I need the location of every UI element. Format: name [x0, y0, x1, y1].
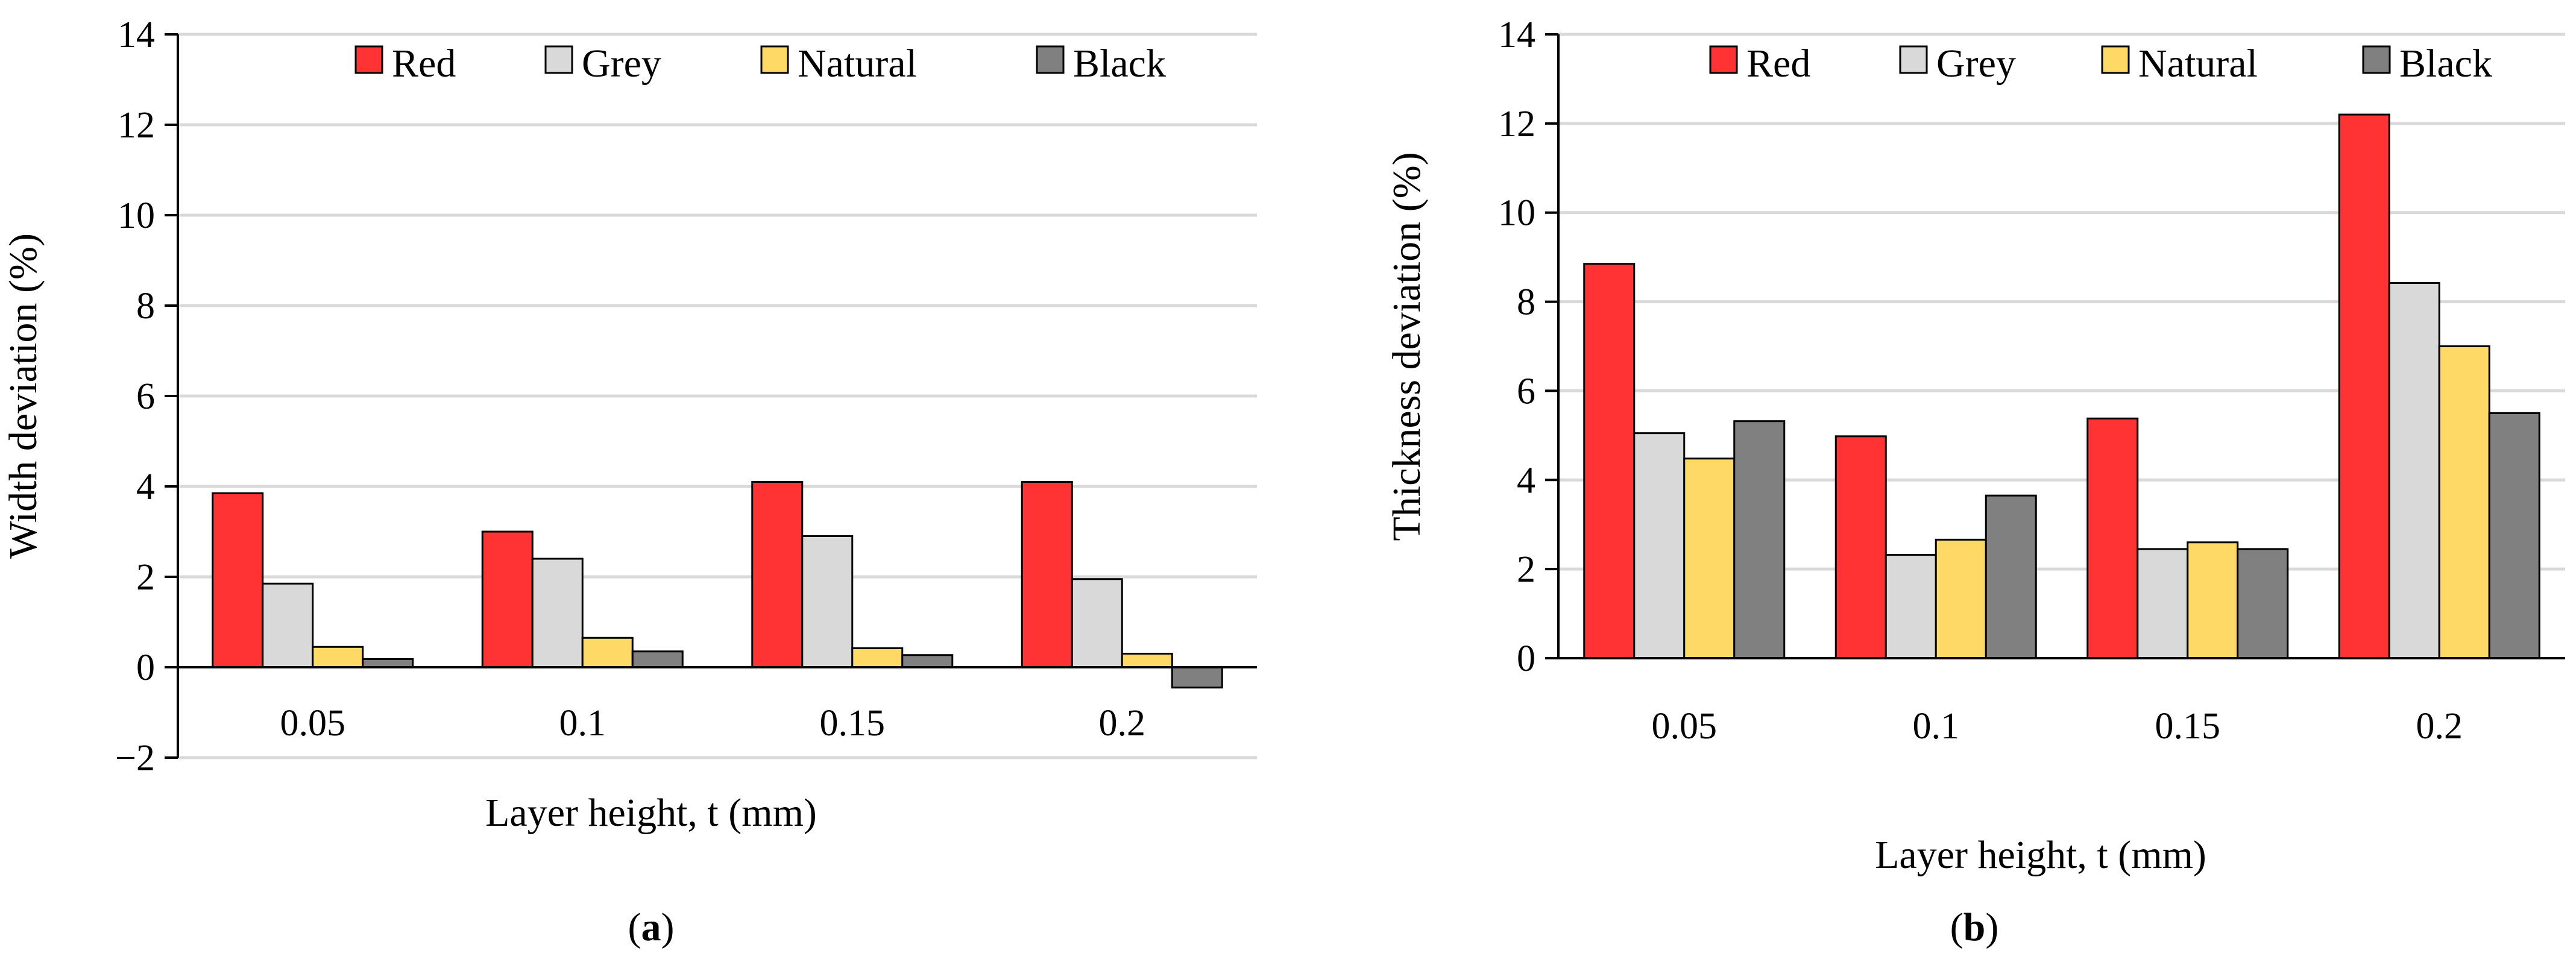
y-tick-label: 14	[118, 14, 155, 55]
y-tick-label: 6	[136, 376, 155, 417]
legend-label-red: Red	[1746, 42, 1810, 86]
y-tick-label: 12	[118, 105, 155, 146]
y-tick-label: 10	[118, 195, 155, 236]
chart-panel-b: 0 2 4 6 8 10 12 14 0.05 0.1 0.15 0.2 Red Grey Natural B…	[1385, 14, 2565, 949]
y-tick-label: 0	[1517, 638, 1535, 679]
bar-red-0.1	[1834, 435, 1887, 659]
legend-swatch-black	[1036, 45, 1065, 74]
chart-panel-a: −2 0 2 4 6 8 10 12 14 0.05 0.1 0.15 0.2 Red Grey Natura…	[1, 14, 1257, 949]
legend-label-natural: Natural	[2138, 42, 2258, 86]
legend-swatch-natural	[2101, 45, 2130, 74]
legend-label-black: Black	[1073, 42, 1166, 86]
bar-red-0.05	[1583, 263, 1636, 659]
panel-label-letter: a	[641, 905, 661, 949]
bar-black-0.1	[631, 650, 684, 668]
x-axis-title: Layer height, t (mm)	[1875, 833, 2206, 877]
y-tick-label: 2	[1517, 549, 1535, 590]
y-tick-label: 4	[136, 467, 155, 508]
y-axis-title: Width deviation (%)	[1, 233, 45, 559]
bar-grey-0.15	[801, 535, 854, 668]
legend-swatch-black	[2362, 45, 2391, 74]
y-tick-label: −2	[115, 738, 155, 779]
bar-natural-0.15	[2187, 541, 2239, 659]
panel-label-close: )	[1985, 905, 1998, 949]
bar-black-0.2	[2488, 412, 2540, 659]
x-tick-label: 0.2	[2416, 706, 2463, 747]
y-tick-label: 4	[1517, 460, 1535, 501]
legend-label-grey: Grey	[1936, 42, 2016, 86]
x-tick-label: 0.1	[559, 703, 606, 744]
bar-grey-0.05	[262, 582, 314, 668]
legend-label-grey: Grey	[582, 42, 661, 86]
legend-swatch-red	[1709, 45, 1738, 74]
legend-swatch-grey	[544, 45, 573, 74]
bar-grey-0.05	[1633, 432, 1686, 659]
bar-grey-0.2	[1071, 578, 1123, 668]
bar-grey-0.2	[2388, 282, 2440, 659]
y-tick-label: 12	[1498, 104, 1535, 145]
legend-label-natural: Natural	[798, 42, 917, 86]
y-tick-label: 6	[1517, 371, 1535, 412]
bar-black-0.15	[2237, 548, 2289, 659]
panel-label-open: (	[628, 905, 641, 949]
y-tick-label: 8	[1517, 282, 1535, 323]
legend-swatch-natural	[760, 45, 789, 74]
bar-natural-0.1	[1935, 538, 1987, 659]
x-tick-label: 0.15	[820, 703, 886, 744]
x-tick-label: 0.05	[280, 703, 346, 744]
bar-red-0.2	[1021, 481, 1073, 668]
bar-natural-0.2	[1121, 653, 1173, 668]
bar-grey-0.1	[531, 558, 584, 668]
bar-grey-0.1	[1885, 553, 1937, 659]
panel-label: (b)	[1950, 905, 1999, 949]
bar-natural-0.15	[851, 647, 904, 668]
bar-red-0.15	[751, 481, 804, 668]
x-tick-label: 0.15	[2155, 706, 2221, 747]
panel-label-open: (	[1950, 905, 1963, 949]
bar-red-0.1	[481, 530, 534, 668]
y-axis-title: Thickness deviation (%)	[1385, 152, 1429, 541]
panel-label-close: )	[661, 905, 675, 949]
x-tick-label: 0.1	[1913, 706, 1960, 747]
bar-black-0.1	[1985, 494, 2037, 659]
bar-natural-0.05	[1683, 457, 1736, 659]
bar-black-0.05	[362, 658, 414, 668]
legend-swatch-red	[354, 45, 383, 74]
panel-label: (a)	[628, 905, 675, 949]
bar-red-0.05	[212, 492, 264, 668]
bar-natural-0.1	[581, 636, 634, 668]
x-tick-label: 0.05	[1652, 706, 1718, 747]
bar-natural-0.2	[2438, 345, 2490, 659]
bar-black-0.05	[1733, 420, 1786, 659]
y-tick-label: 0	[136, 647, 155, 688]
legend-label-red: Red	[392, 42, 456, 86]
y-tick-label: 8	[136, 286, 155, 327]
y-tick-label: 2	[136, 557, 155, 598]
legend-label-black: Black	[2399, 42, 2492, 86]
y-tick-label: 10	[1498, 193, 1535, 234]
bar-red-0.15	[2086, 417, 2139, 659]
bar-black-0.15	[901, 654, 954, 668]
bar-red-0.2	[2338, 113, 2390, 659]
panel-label-letter: b	[1963, 905, 1986, 949]
legend-swatch-grey	[1899, 45, 1928, 74]
x-tick-label: 0.2	[1099, 703, 1146, 744]
x-axis-title: Layer height, t (mm)	[485, 791, 817, 835]
bar-natural-0.05	[312, 646, 364, 668]
y-tick-label: 14	[1498, 14, 1535, 55]
bar-black-0.2	[1171, 666, 1223, 689]
bar-grey-0.15	[2137, 548, 2189, 659]
